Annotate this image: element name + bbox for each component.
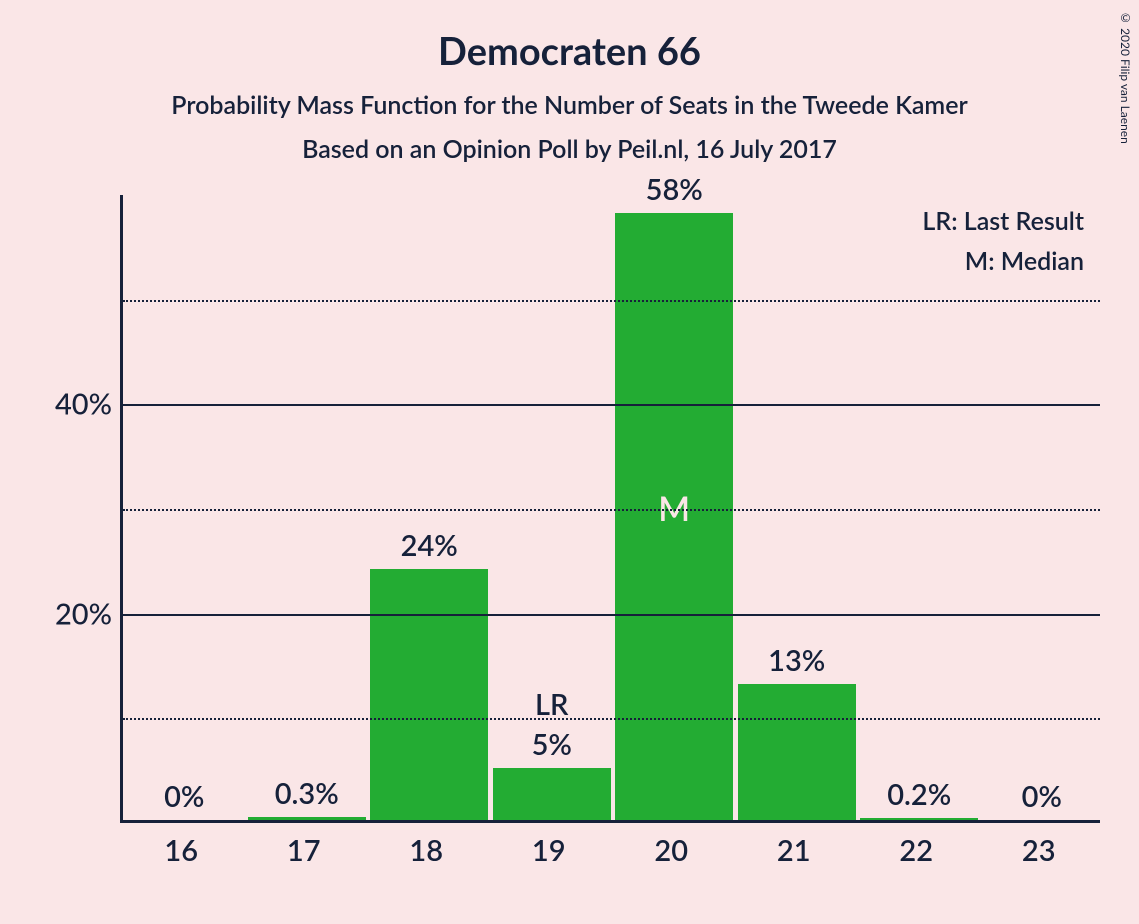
bar-value-label: 0.3%: [248, 776, 366, 817]
grid-minor: [123, 300, 1100, 302]
x-tick-label: 20: [654, 833, 688, 868]
chart-title: Democraten 66: [0, 0, 1139, 74]
x-tick-label: 17: [287, 833, 321, 868]
lr-marker: LR: [493, 687, 611, 722]
copyright-text: © 2020 Filip van Laenen: [1118, 10, 1133, 144]
grid-major: [123, 614, 1100, 616]
x-tick-label: 21: [777, 833, 811, 868]
bar: 5%LR: [493, 768, 611, 820]
bar-value-label: 58%: [615, 172, 733, 213]
bar-value-label: 5%: [493, 727, 611, 768]
chart-area: LR: Last Result M: Median 0%0.3%24%5%LR5…: [30, 195, 1110, 875]
bar-value-label: 0%: [983, 779, 1101, 820]
bar-value-label: 0%: [125, 779, 243, 820]
grid-minor: [123, 509, 1100, 511]
bar-value-label: 13%: [738, 643, 856, 684]
y-tick-label: 20%: [32, 596, 112, 631]
bar: 0.2%: [860, 818, 978, 820]
y-tick-label: 40%: [32, 387, 112, 422]
bar: 0.3%: [248, 817, 366, 820]
bar: 24%: [370, 569, 488, 820]
plot-region: LR: Last Result M: Median 0%0.3%24%5%LR5…: [120, 195, 1100, 823]
bar-value-label: 0.2%: [860, 777, 978, 818]
grid-major: [123, 404, 1100, 406]
chart-subtitle-1: Probability Mass Function for the Number…: [0, 90, 1139, 120]
bars-container: 0%0.3%24%5%LR58%M13%0.2%0%: [123, 195, 1100, 820]
bar-value-label: 24%: [370, 528, 488, 569]
x-tick-label: 23: [1022, 833, 1056, 868]
grid-minor: [123, 718, 1100, 720]
bar: 13%: [738, 684, 856, 820]
bar: 58%M: [615, 213, 733, 820]
x-tick-label: 16: [164, 833, 198, 868]
x-tick-label: 22: [899, 833, 933, 868]
x-tick-label: 18: [409, 833, 443, 868]
x-tick-label: 19: [532, 833, 566, 868]
chart-subtitle-2: Based on an Opinion Poll by Peil.nl, 16 …: [0, 134, 1139, 164]
